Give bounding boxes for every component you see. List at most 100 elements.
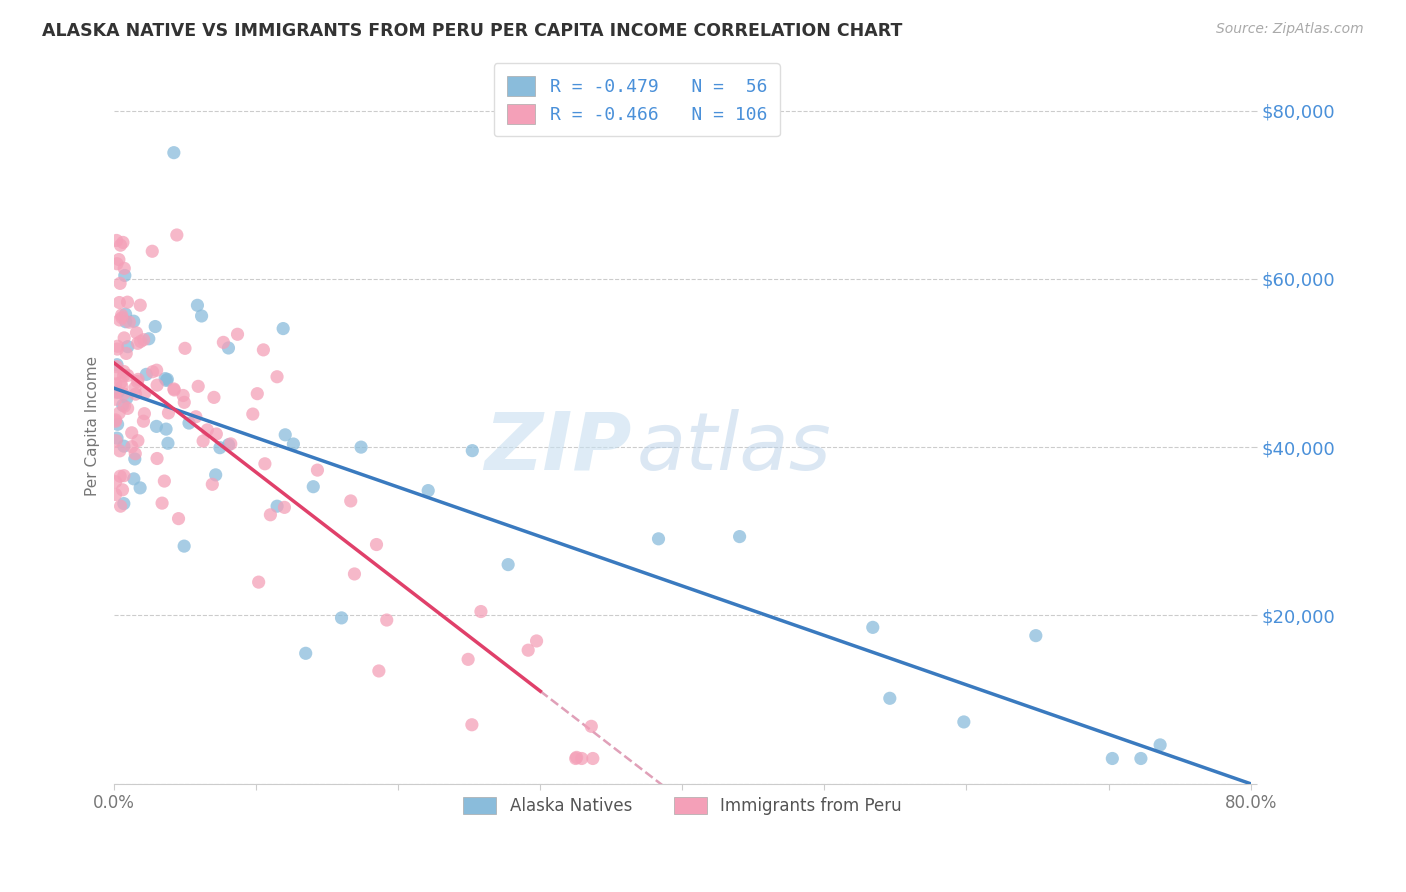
Point bbox=[117, 295, 139, 310]
Point bbox=[167, 511, 190, 525]
Point bbox=[112, 387, 135, 401]
Point bbox=[124, 381, 146, 395]
Point bbox=[581, 719, 603, 733]
Legend: Alaska Natives, Immigrants from Peru: Alaska Natives, Immigrants from Peru bbox=[453, 788, 912, 825]
Point bbox=[879, 691, 901, 706]
Point bbox=[108, 469, 131, 483]
Point bbox=[122, 472, 145, 486]
Point bbox=[1025, 629, 1047, 643]
Point bbox=[571, 751, 593, 765]
Point bbox=[173, 539, 195, 553]
Point bbox=[105, 359, 128, 374]
Point bbox=[135, 368, 157, 382]
Point bbox=[186, 298, 208, 312]
Point bbox=[271, 321, 294, 335]
Point bbox=[153, 474, 176, 488]
Point bbox=[134, 407, 156, 421]
Point bbox=[202, 390, 225, 404]
Point bbox=[105, 358, 128, 372]
Y-axis label: Per Capita Income: Per Capita Income bbox=[86, 356, 100, 496]
Point bbox=[155, 422, 177, 436]
Point bbox=[132, 414, 155, 428]
Point bbox=[129, 334, 152, 349]
Point bbox=[218, 438, 240, 452]
Point bbox=[111, 310, 134, 325]
Point bbox=[112, 468, 135, 483]
Point bbox=[350, 440, 373, 454]
Point bbox=[112, 364, 135, 378]
Point bbox=[108, 406, 131, 420]
Point bbox=[124, 447, 146, 461]
Point bbox=[217, 341, 239, 355]
Point bbox=[107, 339, 129, 353]
Point bbox=[191, 434, 214, 448]
Point bbox=[273, 500, 295, 515]
Point bbox=[115, 391, 138, 405]
Point bbox=[127, 375, 149, 389]
Point bbox=[953, 714, 976, 729]
Point bbox=[110, 376, 132, 390]
Point bbox=[163, 383, 186, 397]
Point bbox=[105, 234, 128, 248]
Point bbox=[582, 751, 605, 765]
Point bbox=[163, 145, 186, 160]
Point bbox=[111, 380, 134, 394]
Point bbox=[307, 463, 329, 477]
Point bbox=[330, 611, 353, 625]
Point bbox=[367, 664, 389, 678]
Point bbox=[564, 751, 586, 765]
Point bbox=[470, 605, 492, 619]
Point bbox=[112, 331, 135, 345]
Point bbox=[155, 373, 177, 387]
Point bbox=[127, 336, 149, 351]
Point bbox=[145, 419, 167, 434]
Text: atlas: atlas bbox=[637, 409, 832, 486]
Point bbox=[112, 497, 135, 511]
Point bbox=[153, 371, 176, 385]
Point bbox=[122, 314, 145, 328]
Point bbox=[110, 238, 132, 252]
Point bbox=[134, 385, 156, 400]
Point bbox=[112, 261, 135, 276]
Point bbox=[266, 499, 288, 513]
Point bbox=[124, 452, 146, 467]
Point bbox=[266, 369, 288, 384]
Point bbox=[115, 346, 138, 360]
Point bbox=[283, 437, 305, 451]
Point bbox=[112, 439, 135, 453]
Point bbox=[105, 342, 128, 356]
Point bbox=[105, 257, 128, 271]
Point bbox=[127, 434, 149, 448]
Point bbox=[294, 646, 316, 660]
Point bbox=[1129, 751, 1152, 765]
Point bbox=[105, 434, 128, 448]
Point bbox=[526, 634, 548, 648]
Point bbox=[156, 436, 179, 450]
Point bbox=[208, 441, 231, 455]
Point bbox=[156, 372, 179, 386]
Point bbox=[141, 244, 163, 259]
Point bbox=[172, 388, 194, 402]
Point bbox=[127, 372, 149, 386]
Point bbox=[108, 443, 131, 458]
Point bbox=[117, 340, 139, 354]
Point bbox=[457, 652, 479, 666]
Point bbox=[111, 235, 134, 250]
Point bbox=[565, 750, 588, 764]
Point bbox=[146, 451, 169, 466]
Point bbox=[146, 378, 169, 392]
Point bbox=[173, 395, 195, 409]
Point bbox=[105, 431, 128, 445]
Point bbox=[118, 315, 141, 329]
Point bbox=[205, 427, 228, 442]
Point bbox=[212, 335, 235, 350]
Point bbox=[242, 407, 264, 421]
Point bbox=[143, 319, 166, 334]
Point bbox=[366, 537, 388, 551]
Point bbox=[107, 385, 129, 400]
Point bbox=[247, 575, 270, 590]
Point bbox=[108, 313, 131, 327]
Point bbox=[110, 308, 132, 322]
Point bbox=[125, 326, 148, 340]
Point bbox=[121, 425, 143, 440]
